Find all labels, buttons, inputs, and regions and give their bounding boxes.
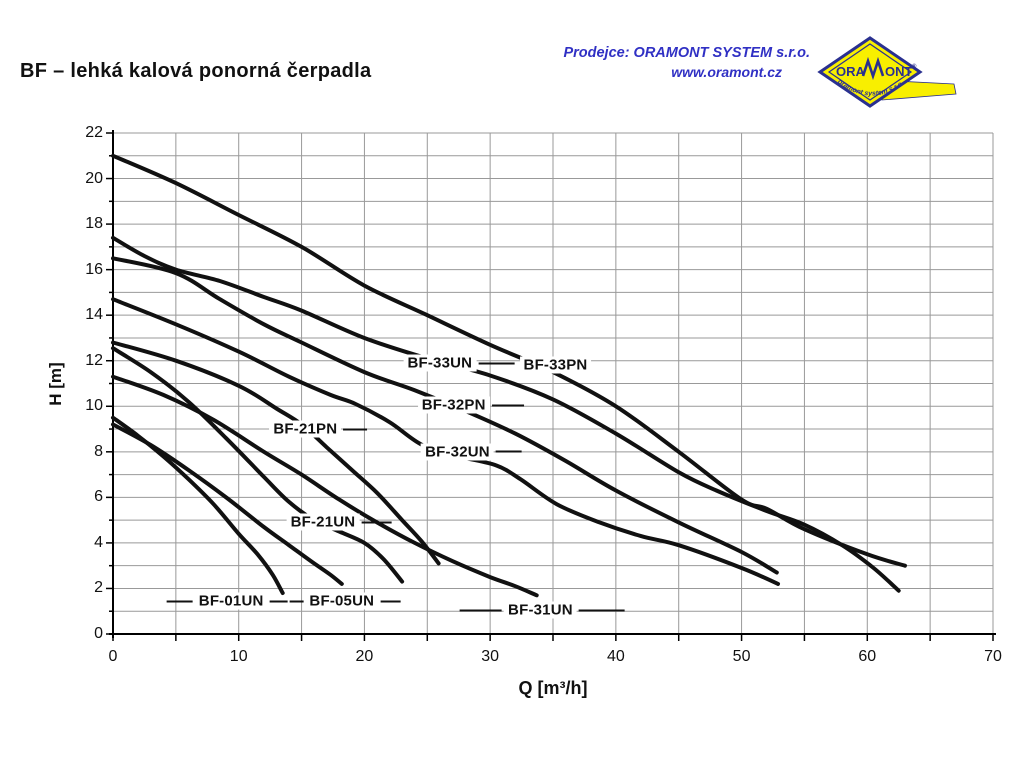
label-leader-dash (166, 600, 193, 603)
oramont-logo-icon: ORA ONT ® oramont system s.r.o. (806, 24, 966, 116)
y-tick-label: 0 (94, 625, 103, 642)
logo-stylized-m-icon (861, 56, 885, 81)
logo-registered-mark: ® (912, 63, 917, 70)
label-leader-dash (478, 362, 515, 364)
y-tick-label: 16 (85, 260, 103, 278)
y-tick-label: 20 (85, 169, 103, 187)
vendor-name: Prodejce: ORAMONT SYSTEM s.r.o. (563, 45, 810, 61)
curve-bf-05un (111, 422, 344, 586)
y-tick-label: 4 (94, 533, 103, 551)
logo-text-ont: ONT (885, 64, 913, 79)
curve-label-bf-31un: BF-31UN (460, 601, 625, 619)
curve-bf-21pn (111, 340, 441, 566)
label-leader-dash (289, 600, 304, 603)
y-tick-label: 8 (94, 442, 103, 460)
curve-label-bf-32un: BF-32UN (421, 443, 522, 461)
y-tick-label: 10 (85, 397, 103, 415)
label-leader-dash (495, 450, 522, 453)
x-tick-label: 20 (355, 648, 374, 665)
label-leader-dash (361, 521, 392, 524)
logo-inner-diamond (827, 43, 913, 101)
page-title: BF – lehká kalová ponorná čerpadla (20, 60, 372, 82)
label-leader-dash (460, 609, 503, 612)
x-axis-title: Q [m³/h] (518, 678, 588, 698)
x-tick-label: 60 (858, 648, 877, 665)
y-tick-label: 12 (85, 351, 103, 369)
y-tick-label: 22 (85, 124, 103, 141)
x-tick-label: 30 (481, 648, 500, 665)
y-tick-label: 2 (94, 579, 103, 597)
curve-bf-21un (111, 346, 405, 584)
x-tick-label: 70 (984, 648, 1002, 665)
logo-text-ora: ORA (836, 64, 866, 79)
oramont-logo-svg: ORA ONT ®oramont system s.r.o. (817, 36, 957, 108)
curve-label-bf-33pn: BF-33PN (519, 356, 592, 374)
label-leader-dash (380, 600, 401, 603)
curve-label-bf-32pn: BF-32PN (417, 396, 524, 414)
x-tick-label: 50 (732, 648, 751, 665)
y-tick-label: 18 (85, 215, 103, 233)
y-tick-label: 14 (85, 306, 103, 324)
curve-label-bf-21pn: BF-21PN (269, 420, 368, 438)
logo-diamond (817, 36, 923, 108)
x-tick-label: 40 (606, 648, 625, 665)
curve-label-bf-21un: BF-21UN (286, 513, 392, 531)
curve-bf-31un (111, 374, 539, 598)
curve-bf-32pn (111, 256, 779, 575)
x-tick-label: 10 (229, 648, 248, 665)
x-tick-label: 0 (108, 648, 118, 665)
curve-bf-01un (111, 415, 285, 595)
label-leader-dash (578, 609, 625, 612)
label-leader-dash (491, 404, 524, 407)
label-leader-dash (343, 428, 368, 431)
curve-label-bf-05un: BF-05UN (289, 592, 401, 610)
y-tick-label: 6 (94, 488, 103, 506)
y-axis-title: H [m] (46, 361, 65, 406)
vendor-website: www.oramont.cz (671, 63, 782, 80)
label-leader-dash (269, 600, 288, 603)
vendor-block: Prodejce: ORAMONT SYSTEM s.r.o. www.oram… (560, 44, 810, 81)
curve-bf-33un (111, 235, 901, 593)
curve-label-bf-01un: BF-01UN (166, 592, 288, 610)
curve-label-bf-33un: BF-33UN (403, 354, 515, 372)
